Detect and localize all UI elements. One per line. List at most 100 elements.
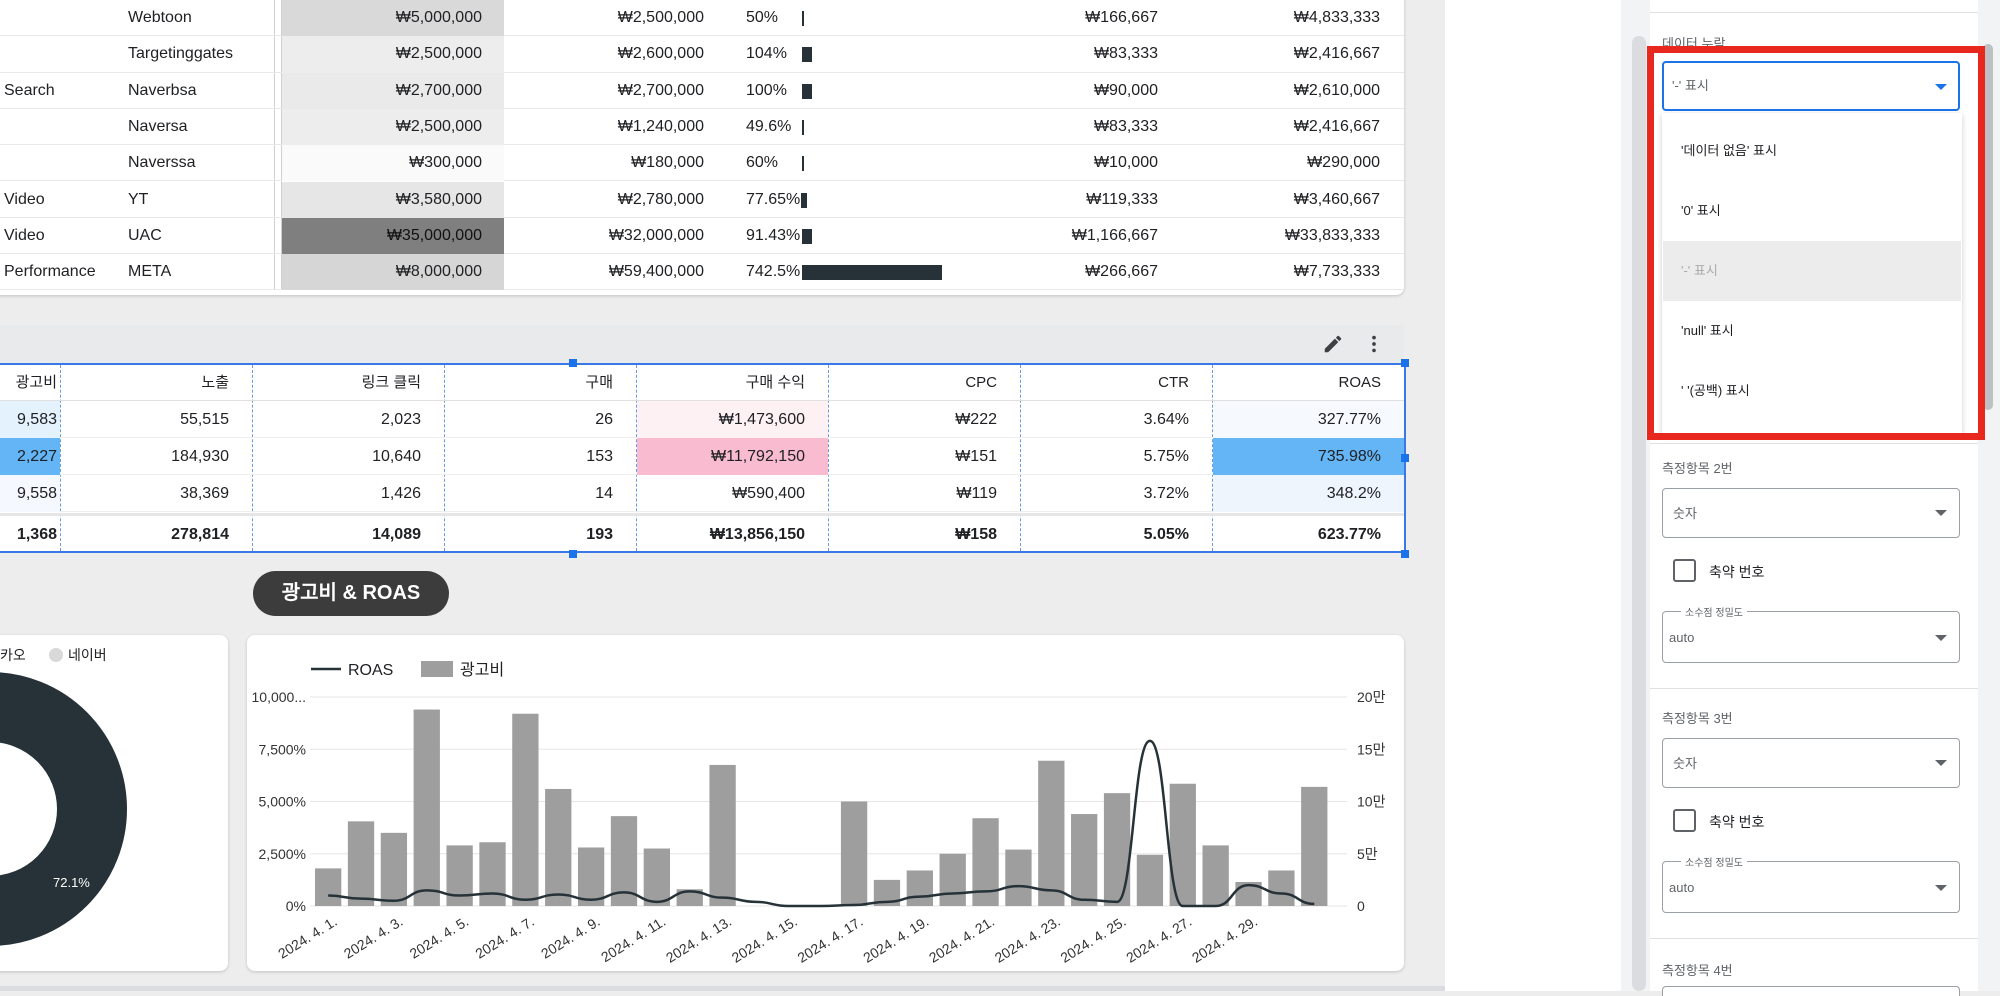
metric3-compact-label: 축약 번호	[1709, 814, 1765, 830]
x-tick: 2024. 4. 7.	[472, 913, 537, 962]
table-row[interactable]: Naversa ₩2,500,000 ₩1,240,000 49.6% ₩83,333 ₩…	[0, 108, 1404, 146]
column-header[interactable]: 광고비	[15, 374, 57, 391]
resize-handle[interactable]	[1401, 359, 1409, 367]
spend-cell: ₩1,240,000	[617, 117, 704, 135]
data-cell: 5.75%	[1143, 448, 1189, 465]
spend-bar[interactable]	[1071, 814, 1098, 906]
table-row[interactable]: Targetinggates ₩2,500,000 ₩2,600,000 104% ₩8…	[0, 36, 1404, 73]
spend-bar[interactable]	[1038, 760, 1065, 906]
resize-handle[interactable]	[569, 550, 577, 558]
report-canvas: Webtoon ₩5,000,000 ₩2,500,000 50% ₩166,667 ₩4…	[0, 0, 1445, 991]
table-row[interactable]: Search Naverbsa ₩2,700,000 ₩2,700,000 100% ₩9…	[0, 72, 1404, 109]
metric2-type-select[interactable]: 숫자	[1662, 488, 1960, 538]
spend-bar[interactable]	[906, 870, 933, 906]
option-null[interactable]: 'null' 표시	[1681, 323, 1734, 338]
table-row[interactable]: Video YT ₩3,580,000 ₩2,780,000 77.65% ₩119,33…	[0, 181, 1404, 218]
table-row[interactable]: Webtoon ₩5,000,000 ₩2,500,000 50% ₩166,667 ₩4…	[0, 0, 1404, 37]
data-cell: 9,558	[16, 485, 57, 502]
spend-bar[interactable]	[446, 845, 473, 906]
perf-table-toolbar	[0, 325, 1404, 363]
column-header[interactable]: ROAS	[1338, 374, 1381, 391]
column-header[interactable]: 링크 클릭	[361, 374, 421, 391]
legend-label-spend: 광고비	[460, 661, 504, 679]
data-cell: ₩11,792,150	[711, 448, 805, 465]
metric3-compact-checkbox[interactable]	[1673, 809, 1696, 832]
spend-bar[interactable]	[1136, 854, 1164, 906]
table-row[interactable]: Video UAC ₩35,000,000 ₩32,000,000 91.43% ₩1,1…	[0, 217, 1404, 255]
spend-bar[interactable]	[380, 832, 408, 906]
remain-cell: ₩290,000	[1307, 154, 1380, 172]
table-row[interactable]: Naverssa ₩300,000 ₩180,000 60% ₩10,000 ₩290,0…	[0, 145, 1404, 182]
column-header[interactable]: 구매 수익	[745, 374, 805, 391]
perf-table[interactable]: 광고비 노출 링크 클릭 구매 구매 수익 CPC CTR ROAS 9,583 55,515 2,…	[0, 363, 1406, 553]
resize-handle[interactable]	[569, 359, 577, 367]
remain-cell: ₩3,460,667	[1293, 190, 1380, 208]
spend-bar[interactable]	[479, 842, 506, 906]
data-cell: 153	[586, 448, 613, 465]
table-row[interactable]: 2,227 184,930 10,640 153 ₩11,792,150 ₩151 5.75…	[0, 438, 1404, 475]
spend-bar[interactable]	[347, 821, 375, 906]
panel-scrollbar-right[interactable]	[1983, 44, 1993, 410]
spend-bar[interactable]	[1202, 845, 1229, 906]
missing-data-value: '-' 표시	[1672, 78, 1709, 93]
table-row[interactable]: Performance META ₩8,000,000 ₩59,400,000 742.…	[0, 254, 1404, 291]
metric2-precision-select[interactable]: 소수점 정밀도 auto	[1662, 604, 1960, 663]
more-vert-icon[interactable]	[1363, 333, 1385, 355]
spend-bar[interactable]	[1301, 786, 1328, 906]
spend-bar[interactable]	[413, 709, 440, 906]
data-cell: 26	[595, 411, 613, 428]
heat-cell-bg	[637, 401, 828, 438]
metric2-compact-checkbox[interactable]	[1673, 559, 1696, 582]
data-cell: 735.98%	[1317, 448, 1381, 465]
rate-bar	[802, 228, 812, 244]
spend-bar[interactable]	[1103, 793, 1131, 906]
spend-bar[interactable]	[512, 713, 539, 906]
spend-bar[interactable]	[1268, 870, 1295, 906]
metric3-type-select[interactable]: 숫자	[1662, 738, 1960, 788]
spend-bar[interactable]	[1005, 849, 1032, 906]
spend-bar[interactable]	[840, 801, 868, 907]
spend-bar[interactable]	[939, 853, 966, 906]
daily-cell: ₩83,333	[1093, 45, 1158, 63]
metric4-type-select[interactable]	[1662, 986, 1960, 996]
spend-bar[interactable]	[315, 868, 342, 906]
y-left-tick: 0%	[286, 898, 306, 914]
metric3-precision-select[interactable]: 소수점 정밀도 auto	[1662, 854, 1960, 913]
option-dash[interactable]: '-' 표시	[1663, 241, 1961, 301]
roas-spend-chart-card[interactable]: ROAS 광고비 10,000... 20만 7,500% 15만 5,000% 10만 2,5…	[247, 635, 1404, 971]
column-divider	[60, 365, 61, 551]
spend-bar[interactable]	[577, 847, 605, 906]
table-row[interactable]: 9,583 55,515 2,023 26 ₩1,473,600 ₩222 3.64% 327…	[0, 401, 1404, 438]
missing-data-select[interactable]: '-' 표시	[1662, 61, 1960, 111]
resize-handle[interactable]	[1401, 550, 1409, 558]
option-no-data[interactable]: '데이터 없음' 표시	[1681, 143, 1777, 158]
option-blank[interactable]: ' '(공백) 표시	[1681, 383, 1750, 398]
spend-bar[interactable]	[643, 848, 671, 906]
panel-scrollbar[interactable]	[1632, 36, 1646, 991]
budget-cell-bg	[282, 181, 504, 218]
total-cell: ₩13,856,150	[709, 526, 805, 543]
budget-table[interactable]: Webtoon ₩5,000,000 ₩2,500,000 50% ₩166,667 ₩4…	[0, 0, 1404, 295]
x-tick: 2024. 4. 21.	[926, 913, 997, 966]
column-header[interactable]: 노출	[201, 374, 229, 391]
spend-bar[interactable]	[545, 788, 572, 906]
spend-bar[interactable]	[709, 764, 736, 906]
table-row[interactable]: 9,558 38,369 1,426 14 ₩590,400 ₩119 3.72% 348.2…	[0, 475, 1404, 512]
option-zero[interactable]: '0' 표시	[1681, 203, 1721, 218]
media-cell: Naversa	[128, 117, 188, 135]
data-cell: 3.72%	[1143, 485, 1189, 502]
donut-chart-card[interactable]: 카오 네이버 72.1%	[0, 635, 228, 971]
rate-bar	[802, 83, 812, 99]
column-header[interactable]: CPC	[965, 374, 997, 391]
data-cell: ₩119	[956, 485, 997, 502]
column-header[interactable]: CTR	[1158, 374, 1189, 391]
edit-icon[interactable]	[1322, 333, 1344, 355]
column-header[interactable]: 구매	[585, 374, 613, 391]
roas-line[interactable]	[328, 739, 1315, 908]
data-cell: 9,583	[16, 411, 57, 428]
spend-bar[interactable]	[610, 816, 638, 906]
panel-divider	[1650, 938, 1978, 939]
data-cell: ₩222	[955, 411, 997, 428]
resize-handle[interactable]	[1401, 454, 1409, 462]
column-divider	[252, 365, 253, 551]
